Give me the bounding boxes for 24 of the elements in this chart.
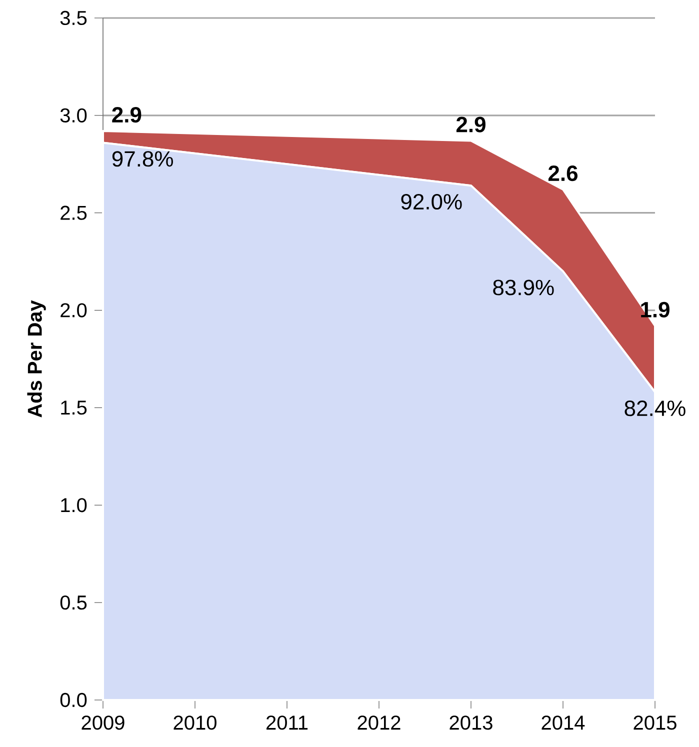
y-tick-label: 0.0	[60, 692, 87, 708]
x-tick-label: 2013	[450, 716, 492, 730]
x-tick-label: 2015	[634, 716, 676, 730]
y-tick-label: 2.0	[60, 303, 87, 318]
x-tick-label: 2009	[82, 716, 124, 730]
y-tick-label: 3.5	[60, 10, 87, 26]
y-tick-label: 3.0	[60, 108, 87, 122]
total-label: 2.6	[548, 166, 578, 182]
annotation: 97.8%	[112, 151, 173, 167]
y-axis-title: Ads Per Day	[27, 300, 46, 418]
total-label: 2.9	[112, 107, 142, 123]
annotation: 92.0%	[401, 194, 462, 210]
annotation: 83.9%	[493, 280, 554, 296]
total-label: 2.9	[456, 116, 486, 132]
total-label: 1.9	[641, 302, 670, 318]
y-tick-label: 1.0	[61, 498, 87, 512]
y-tick-label: 0.5	[60, 595, 87, 610]
x-tick-label: 2012	[358, 716, 400, 730]
x-tick-label: 2014	[542, 716, 585, 730]
y-tick-label: 1.5	[61, 400, 87, 415]
x-tick-label: 2011	[266, 716, 308, 730]
annotation: 82.4%	[624, 400, 686, 416]
y-tick-label: 2.5	[60, 206, 87, 220]
x-tick-label: 2010	[174, 716, 216, 730]
